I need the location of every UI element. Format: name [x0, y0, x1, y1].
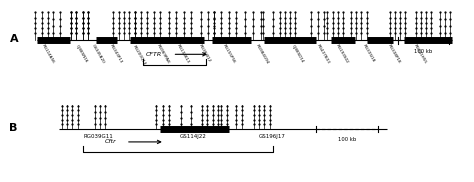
Text: RG200Q13: RG200Q13	[132, 44, 146, 65]
Text: RG133K13: RG133K13	[175, 44, 190, 65]
Text: RG039G11: RG039G11	[83, 134, 113, 139]
Text: RG335I18: RG335I18	[362, 44, 375, 63]
Text: RG141H55: RG141H55	[412, 44, 427, 65]
Text: B: B	[9, 123, 18, 132]
Text: 100 kb: 100 kb	[338, 137, 356, 142]
Text: 100 kb: 100 kb	[414, 49, 433, 54]
Text: RG343P13: RG343P13	[109, 44, 123, 64]
Text: RG984G94: RG984G94	[255, 44, 270, 65]
Text: RG155P56: RG155P56	[222, 44, 236, 65]
Text: RG363I12: RG363I12	[198, 44, 211, 63]
Text: GS196J17: GS196J17	[259, 134, 286, 139]
Text: CFTR: CFTR	[146, 52, 162, 57]
Text: RG969PA8: RG969PA8	[156, 44, 170, 65]
Text: RG338P18: RG338P18	[387, 44, 401, 65]
Text: GJ885N16: GJ885N16	[75, 44, 88, 64]
Text: GJ885D14: GJ885D14	[291, 44, 304, 64]
Text: RG437B33: RG437B33	[316, 44, 330, 65]
Text: Cftr: Cftr	[104, 139, 116, 144]
Text: GS114J22: GS114J22	[179, 134, 206, 139]
Text: GS345B20: GS345B20	[91, 44, 106, 65]
Text: RG114A56: RG114A56	[40, 44, 55, 65]
Text: A: A	[9, 34, 18, 43]
Text: RG193S02: RG193S02	[335, 44, 349, 65]
